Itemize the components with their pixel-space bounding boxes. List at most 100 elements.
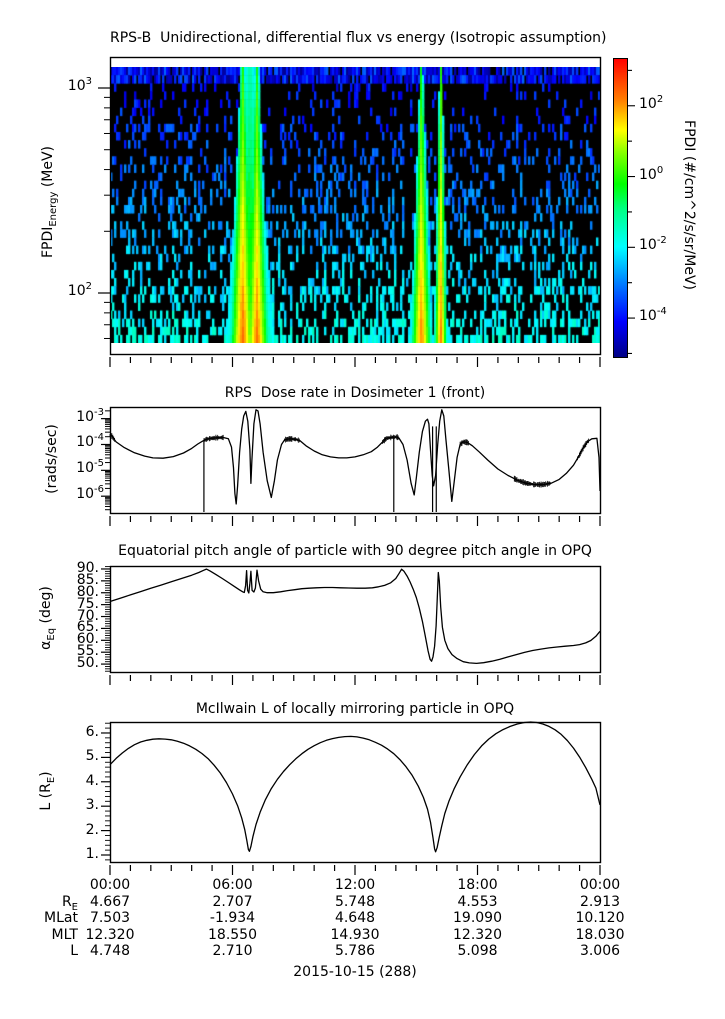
label-text: 18.550 — [208, 926, 257, 943]
panel4-y-tick-label: 5. — [52, 748, 99, 764]
annotation-value: 7.503 — [65, 910, 155, 926]
label-superscript: -4 — [94, 432, 104, 444]
panel1-frame — [109, 56, 602, 356]
panel4-frame — [109, 721, 602, 864]
annotation-value: -1.934 — [188, 910, 278, 926]
annotation-value: 5.786 — [310, 943, 400, 959]
label-text: 10 — [76, 408, 95, 425]
colorbar-border — [613, 58, 628, 358]
label-subscript: Eq — [46, 627, 57, 641]
panel4-curve — [109, 721, 601, 853]
panel1-y-tick-label: 102 — [40, 281, 92, 299]
panel2-frame — [109, 406, 602, 515]
label-text: 5. — [85, 748, 99, 765]
panel1-y-axis-label: FPDIEnergy (MeV) — [40, 102, 59, 302]
label-text: 75. — [76, 595, 99, 612]
annotation-value: 3.006 — [555, 943, 645, 959]
panel2-dose-curve — [109, 409, 601, 505]
time-axis-label: 00:00 — [570, 877, 630, 893]
label-text: 4.748 — [89, 942, 131, 959]
label-text: 10 — [67, 283, 86, 299]
annotation-value: 4.553 — [433, 894, 523, 910]
label-text: MLT — [51, 926, 78, 943]
annotation-value: 18.030 — [555, 927, 645, 943]
panel2-y-tick-label: 10-4 — [48, 432, 104, 450]
panel2-noise-whiskers — [109, 433, 589, 488]
panel3-frame — [109, 565, 602, 674]
label-text: 12:00 — [334, 877, 376, 893]
label-text: 19.090 — [453, 910, 502, 927]
label-superscript: 0 — [656, 164, 664, 176]
label-text: 85. — [76, 571, 99, 588]
label-text: 10 — [67, 78, 86, 94]
annotation-value: 4.667 — [65, 894, 155, 910]
panel3-curve — [109, 568, 601, 665]
label-text: 60. — [76, 631, 99, 648]
label-text: (rads/sec) — [44, 424, 60, 494]
annotation-value: 2.707 — [188, 894, 278, 910]
label-text: 55. — [76, 643, 99, 660]
label-text: 6. — [85, 723, 99, 740]
label-text: 3.006 — [579, 942, 621, 959]
panel1-title: RPS-B Unidirectional, differential flux … — [110, 30, 607, 46]
label-text: 3. — [85, 797, 99, 814]
panel4-y-tick-label: 3. — [52, 797, 99, 813]
label-text: 80. — [76, 583, 99, 600]
panel4-y-axis-label: L (RE) — [38, 691, 57, 891]
label-text: 10 — [639, 95, 657, 112]
label-text: 18:00 — [457, 877, 498, 893]
label-text: MLat — [44, 910, 78, 927]
panel4-title: McIlwain L of locally mirroring particle… — [195, 701, 515, 717]
label-text: (MeV) — [40, 145, 56, 192]
annotation-value: 5.748 — [310, 894, 400, 910]
date-label: 2015-10-15 (288) — [293, 964, 417, 980]
panel2-y-tick-label: 10-5 — [48, 458, 104, 477]
label-subscript: Energy — [48, 191, 59, 227]
label-text: 1. — [85, 845, 99, 862]
label-superscript: -2 — [656, 235, 667, 247]
panel3-y-tick-label: 60. — [52, 631, 99, 647]
label-text: 10 — [76, 460, 95, 477]
label-text: 4.553 — [457, 894, 498, 910]
label-text: 50. — [76, 655, 99, 672]
label-text: L — [70, 942, 78, 959]
panel2-y-tick-label: 10-3 — [48, 406, 104, 425]
annotation-row-label: MLat — [18, 910, 78, 926]
label-superscript: -3 — [94, 406, 104, 418]
panel3-y-axis-label: αEq (deg) — [38, 518, 57, 718]
panel3-y-tick-label: 55. — [52, 643, 99, 659]
annotation-value: 2.710 — [188, 943, 278, 959]
label-text: R — [61, 894, 72, 910]
annotation-value: 4.648 — [310, 910, 400, 926]
colorbar-tick-label: 10-2 — [639, 235, 667, 253]
label-text: 12.320 — [85, 926, 135, 943]
label-text: α — [38, 640, 54, 650]
label-text: 90. — [76, 559, 99, 576]
panel3-title: Equatorial pitch angle of particle with … — [118, 543, 592, 559]
colorbar-gradient — [613, 58, 627, 357]
label-text: 4. — [85, 772, 99, 789]
label-text: 10 — [639, 166, 657, 183]
label-text: 10.120 — [575, 910, 625, 927]
label-text: 70. — [76, 607, 99, 624]
label-text: FPDI — [40, 226, 56, 259]
panel3-y-tick-label: 80. — [52, 584, 99, 600]
label-text: 00:00 — [89, 877, 131, 893]
time-axis-label: 06:00 — [203, 877, 263, 893]
panel3-y-tick-label: 65. — [52, 619, 99, 635]
label-text: 10 — [76, 486, 95, 503]
label-text: 5.098 — [457, 942, 498, 959]
annotation-value: 12.320 — [433, 927, 523, 943]
label-superscript: -4 — [656, 306, 667, 318]
time-axis-label: 12:00 — [325, 877, 385, 893]
label-text: -1.934 — [209, 910, 256, 927]
label-text: 4.667 — [89, 894, 131, 910]
annotation-value: 10.120 — [555, 910, 645, 926]
label-subscript: E — [46, 776, 57, 784]
label-text: 7.503 — [89, 910, 131, 927]
label-text: 12.320 — [453, 926, 502, 943]
label-subscript: E — [71, 902, 78, 913]
annotation-row-label: L — [18, 943, 78, 959]
label-text: 18.030 — [575, 926, 625, 943]
